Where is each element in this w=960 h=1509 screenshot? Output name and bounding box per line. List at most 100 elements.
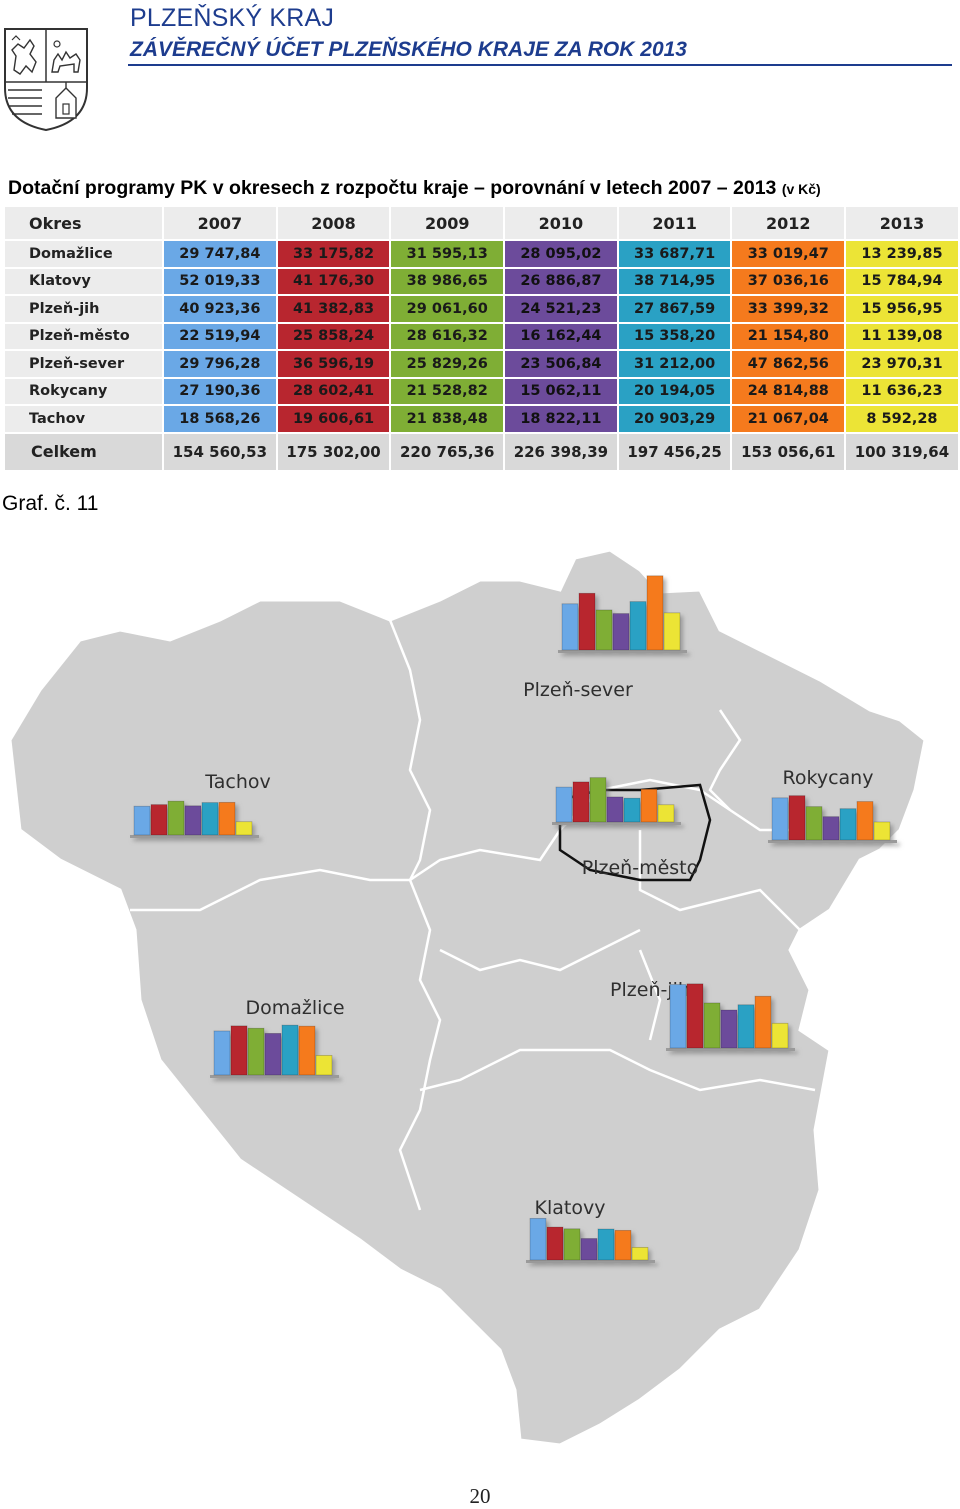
value-cell: 40 923,36 [162,294,278,324]
subsidy-table: Okres 2007 2008 2009 2010 2011 2012 2013… [3,205,960,472]
chart-base [552,822,681,825]
coat-of-arms-icon [4,28,88,132]
chart-bar [771,797,789,841]
chart-base [130,835,259,838]
chart-bar [264,1033,282,1076]
value-cell: 26 886,87 [503,266,619,296]
value-cell: 38 714,95 [616,266,733,296]
region-name: PLZEŇSKÝ KRAJ [130,4,335,32]
section-title: Dotační programy PK v okresech z rozpočt… [8,177,821,200]
chart-bar [235,821,253,836]
plzen-mesto-outline [558,783,712,882]
total-cell: 100 319,64 [844,431,960,472]
okres-cell: Plzeň-sever [3,349,164,379]
value-cell: 23 506,84 [503,349,619,379]
chart-bar [669,984,687,1049]
value-cell: 38 986,65 [389,266,506,296]
value-cell: 27 190,36 [162,376,278,406]
chart-bar [839,808,857,841]
chart-bar [640,788,658,823]
value-cell: 21 154,80 [730,321,847,351]
chart-bar [788,795,806,841]
chart-bar [589,777,607,823]
district-chart [558,575,687,653]
value-cell: 15 062,11 [503,376,619,406]
table-row: Domažlice 29 747,84 33 175,82 31 595,13 28 0… [3,239,960,269]
okres-cell: Domažlice [3,239,164,269]
map-label-rokycany: Rokycany [783,767,874,789]
value-cell: 24 814,88 [730,376,847,406]
value-cell: 29 061,60 [389,294,506,324]
value-cell: 41 382,83 [275,294,392,324]
value-cell: 31 595,13 [389,239,506,269]
chart-bar [578,592,596,651]
table-header-row: Okres 2007 2008 2009 2010 2011 2012 2013 [3,205,960,241]
value-cell: 20 194,05 [616,376,733,406]
column-header-year: 2009 [389,205,506,241]
value-cell: 21 838,48 [389,404,506,434]
total-cell: 154 560,53 [162,431,278,472]
graph-caption: Graf. č. 11 [2,492,99,515]
column-header-year: 2012 [730,205,847,241]
chart-bar [612,613,630,651]
map-label-tachov: Tachov [204,771,270,793]
chart-bar [720,1009,738,1049]
chart-bar [614,1229,632,1261]
district-chart [666,983,795,1051]
chart-base [526,1260,655,1263]
chart-bar [247,1027,265,1076]
value-cell: 16 162,44 [503,321,619,351]
chart-base [210,1075,339,1078]
total-cell: 175 302,00 [275,431,392,472]
chart-bar [805,806,823,841]
chart-bar [580,1238,598,1261]
okres-cell: Klatovy [3,266,164,296]
okres-cell: Rokycany [3,376,164,406]
value-cell: 33 175,82 [275,239,392,269]
value-cell: 25 858,24 [275,321,392,351]
column-header-year: 2011 [616,205,733,241]
value-cell: 37 036,16 [730,266,847,296]
chart-bar [218,801,236,836]
value-cell: 22 519,94 [162,321,278,351]
chart-bar [184,805,202,836]
value-cell: 24 521,23 [503,294,619,324]
value-cell: 15 956,95 [844,294,960,324]
total-label: Celkem [3,431,164,472]
chart-bar [201,802,219,836]
chart-bar [597,1228,615,1261]
page-header: PLZEŇSKÝ KRAJ ZÁVĚREČNÝ ÚČET PLZEŇSKÉHO … [0,0,960,135]
district-chart [552,777,681,825]
value-cell: 47 862,56 [730,349,847,379]
chart-bar [629,601,647,651]
value-cell: 33 399,32 [730,294,847,324]
table-total-row: Celkem 154 560,53 175 302,00 220 765,36 … [3,431,960,472]
district-chart [526,1217,655,1263]
chart-bar [555,786,573,823]
chart-bar [686,983,704,1049]
value-cell: 29 747,84 [162,239,278,269]
chart-bar [563,1228,581,1261]
value-cell: 52 019,33 [162,266,278,296]
page-number: 20 [469,1484,491,1508]
total-cell: 226 398,39 [503,431,619,472]
map-label-klatovy: Klatovy [535,1197,606,1219]
district-map: Plzeň-sever Tachov Rokycany Plzeň-město … [8,548,927,1447]
district-chart [768,795,897,843]
table-row: Plzeň-sever 29 796,28 36 596,19 25 829,26 23… [3,349,960,379]
table-row: Klatovy 52 019,33 41 176,30 38 986,65 26 886… [3,266,960,296]
region-outline [8,548,927,1447]
chart-bar [529,1217,547,1261]
table-row: Plzeň-město 22 519,94 25 858,24 28 616,32 16… [3,321,960,351]
chart-bar [754,995,772,1049]
value-cell: 41 176,30 [275,266,392,296]
okres-cell: Plzeň-město [3,321,164,351]
value-cell: 27 867,59 [616,294,733,324]
okres-cell: Plzeň-jih [3,294,164,324]
value-cell: 21 067,04 [730,404,847,434]
chart-bar [572,781,590,823]
table-row: Plzeň-jih 40 923,36 41 382,83 29 061,60 24 5… [3,294,960,324]
total-cell: 220 765,36 [389,431,506,472]
value-cell: 13 239,85 [844,239,960,269]
table-row: Rokycany 27 190,36 28 602,41 21 528,82 15 06… [3,376,960,406]
